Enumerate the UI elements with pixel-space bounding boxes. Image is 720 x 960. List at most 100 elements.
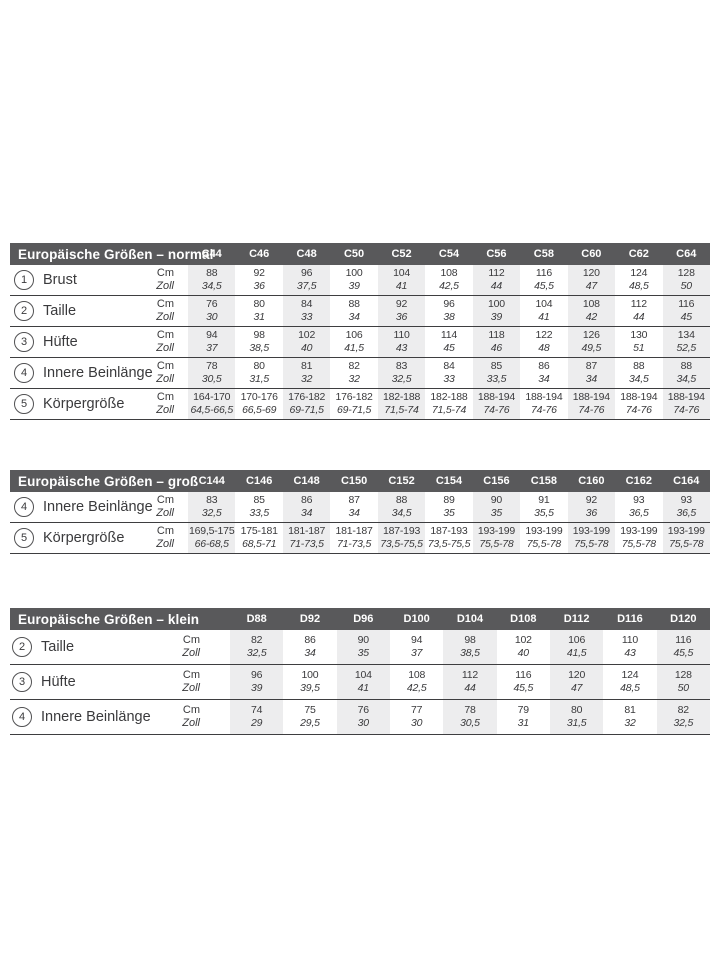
zoll-value: 75,5-78	[669, 538, 704, 550]
zoll-value: 40	[300, 342, 313, 354]
size-table-normal: Europäische Größen – normal C44 C46 C48 C50 C…	[10, 243, 710, 420]
value-cell: 176-182 69-71,5	[282, 388, 331, 420]
row-number-badge: 1	[14, 270, 34, 290]
value-cell: 108 42,5	[390, 665, 443, 700]
value-cell: 79 31	[497, 700, 550, 735]
measurement-row: 4 Innere Beinlänge Cm Zoll 74 29 75 29,5 76 30 77 3…	[10, 699, 710, 735]
value-cell: 181-187 71-73,5	[330, 523, 377, 554]
value-cell: 78 30,5	[188, 357, 236, 389]
unit-cell: Cm Zoll	[116, 296, 188, 327]
value-cell: 80 31,5	[235, 358, 282, 389]
cm-value: 114	[440, 329, 458, 341]
row-label: Hüfte	[41, 674, 76, 690]
unit-label-zoll: Zoll	[156, 507, 174, 519]
row-number-badge: 4	[14, 363, 34, 383]
cm-value: 130	[630, 329, 648, 341]
zoll-value: 35	[490, 507, 503, 519]
cm-value: 75	[304, 704, 316, 716]
cm-value: 91	[538, 494, 550, 506]
cm-value: 76	[357, 704, 369, 716]
value-cell: 100 39	[330, 265, 377, 296]
zoll-value: 30,5	[201, 373, 222, 385]
cm-value: 116	[535, 267, 552, 279]
cm-value: 86	[538, 360, 550, 372]
size-column-header: C162	[615, 470, 663, 492]
measurement-row: 3 Hüfte Cm Zoll 94 37 98 38,5 102 40 106 41,5 110 43 1…	[10, 326, 710, 358]
row-label: Hüfte	[43, 334, 78, 350]
cm-value: 78	[464, 704, 476, 716]
value-cell: 83 32,5	[188, 492, 236, 523]
cm-value: 181-187	[335, 525, 373, 537]
value-cell: 182-188 71,5-74	[377, 388, 426, 420]
cm-value: 88	[206, 267, 218, 279]
row-number-badge: 2	[12, 637, 32, 657]
size-table-gross: Europäische Größen – groß C144 C146 C148 C15…	[10, 470, 710, 554]
zoll-value: 74-76	[625, 404, 652, 416]
header-row: Europäische Größen – normal C44 C46 C48 C50 C…	[10, 243, 710, 265]
cm-value: 88	[680, 360, 692, 372]
row-number-badge: 4	[14, 497, 34, 517]
cm-value: 96	[443, 298, 455, 310]
zoll-value: 31	[517, 717, 529, 729]
value-cell: 176-182 69-71,5	[330, 389, 377, 420]
zoll-value: 36	[585, 507, 597, 519]
value-cell: 100 39,5	[283, 665, 336, 700]
zoll-value: 45,5	[513, 682, 534, 694]
size-column-header: D100	[389, 608, 444, 630]
zoll-value: 45	[680, 311, 692, 323]
cm-value: 98	[253, 329, 265, 341]
value-cell: 188-194 74-76	[520, 389, 567, 420]
value-cell: 80 31,5	[549, 699, 604, 735]
unit-cell: Cm Zoll	[116, 389, 188, 420]
zoll-value: 34	[585, 373, 597, 385]
zoll-value: 32	[300, 373, 313, 385]
value-cell: 104 41	[336, 664, 390, 700]
cm-value: 80	[253, 298, 265, 310]
zoll-value: 40	[517, 647, 529, 659]
row-number-badge: 3	[12, 672, 32, 692]
row-label: Innere Beinlänge	[43, 499, 153, 515]
value-cell: 193-199 75,5-78	[615, 523, 662, 554]
cm-value: 118	[488, 329, 505, 341]
cm-value: 92	[395, 298, 408, 310]
cm-value: 88	[348, 298, 360, 310]
value-cell: 110 43	[377, 326, 426, 358]
size-column-header: C52	[377, 243, 426, 265]
value-cell: 106 41,5	[549, 630, 604, 665]
value-cell: 124 48,5	[615, 265, 662, 296]
cm-value: 104	[354, 669, 372, 681]
unit-cell: Cm Zoll	[116, 265, 188, 296]
size-column-header: C46	[235, 243, 283, 265]
zoll-value: 30	[411, 717, 423, 729]
cm-value: 100	[345, 267, 363, 279]
zoll-value: 45,5	[673, 647, 694, 659]
zoll-value: 37	[411, 647, 423, 659]
zoll-value: 43	[624, 647, 636, 659]
unit-label-zoll: Zoll	[182, 647, 200, 659]
zoll-value: 42	[585, 311, 597, 323]
zoll-value: 44	[464, 682, 476, 694]
cm-value: 96	[251, 669, 263, 681]
row-label-cell: 4 Innere Beinlänge	[10, 358, 153, 389]
value-cell: 170-176 66,5-69	[235, 389, 282, 420]
row-label: Körpergröße	[43, 530, 125, 546]
cm-value: 169,5-175	[188, 525, 235, 537]
cm-value: 110	[621, 634, 639, 646]
size-column-header: C44	[188, 243, 236, 265]
value-cell: 128 50	[662, 265, 710, 296]
row-label-cell: 5 Körpergröße	[10, 389, 124, 420]
row-number-badge: 5	[14, 528, 34, 548]
value-cell: 118 46	[472, 326, 521, 358]
table-body: 2 Taille Cm Zoll 82 32,5 86 34 90 35 94 37 98 38,5 102…	[10, 630, 710, 735]
value-cell: 88 34,5	[615, 358, 662, 389]
row-label-cell: 3 Hüfte	[10, 665, 116, 700]
zoll-value: 38,5	[249, 342, 269, 354]
zoll-value: 47	[585, 280, 597, 292]
zoll-value: 49,5	[581, 342, 602, 354]
zoll-value: 73,5-75,5	[380, 538, 423, 550]
size-column-header: D112	[549, 608, 604, 630]
value-cell: 188-194 74-76	[472, 388, 521, 420]
zoll-value: 64,5-66,5	[190, 404, 234, 416]
zoll-value: 37	[206, 342, 218, 354]
